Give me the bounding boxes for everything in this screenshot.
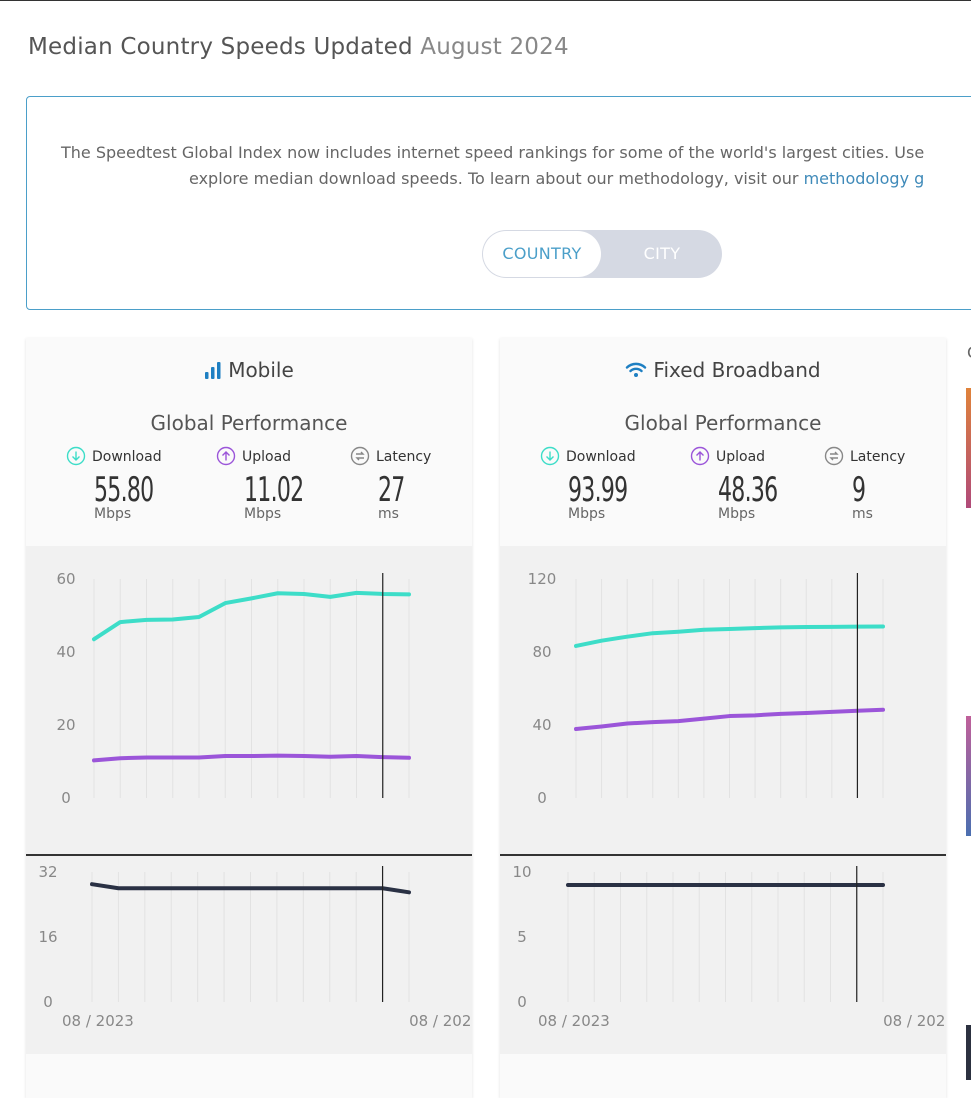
download-series-line[interactable] (92, 590, 411, 642)
mobile-chart-divider (26, 854, 472, 856)
broadband-chart-divider (500, 854, 946, 856)
mobile-latency-unit: ms (378, 506, 399, 522)
x-tick-label: 08 / 2024 (883, 1012, 946, 1030)
y-tick-label: 0 (517, 993, 527, 1011)
mobile-card-footer (26, 1054, 472, 1098)
broadband-upload-value: 48.36 (718, 470, 778, 510)
broadband-upload-unit: Mbps (718, 506, 756, 522)
y-tick-label: 80 (532, 643, 551, 661)
latency-series-line[interactable] (90, 882, 411, 895)
side-thumbnail[interactable] (966, 388, 971, 508)
mobile-card: Mobile Global Performance Download 55.80… (26, 338, 481, 1098)
broadband-title: Fixed Broadband (653, 358, 821, 382)
methodology-link[interactable]: methodology g (803, 169, 925, 188)
side-thumbnail[interactable] (966, 1025, 971, 1080)
y-tick-label: 32 (38, 863, 57, 881)
mobile-upload-label: Upload (242, 449, 292, 465)
x-tick-label: 08 / 2023 (62, 1012, 134, 1030)
broadband-download-unit: Mbps (568, 506, 606, 522)
broadband-speed-chart-area[interactable]: 0 40 80 120 (500, 546, 946, 856)
latency-icon (824, 446, 844, 466)
mobile-upload-metric: Upload 11.02 Mbps (216, 446, 356, 522)
broadband-upload-metric: Upload 48.36 Mbps (690, 446, 830, 522)
download-arrow-icon (540, 446, 560, 466)
upload-series-line[interactable] (574, 707, 885, 732)
broadband-download-metric: Download 93.99 Mbps (540, 446, 680, 522)
side-thumbnail[interactable] (966, 716, 971, 836)
upload-arrow-icon (690, 446, 710, 466)
broadband-card-header: Fixed Broadband (500, 358, 946, 382)
y-tick-label: 0 (537, 789, 547, 807)
mobile-speed-chart-area[interactable]: 0 20 40 60 (26, 546, 472, 856)
country-city-toggle[interactable]: CITY COUNTRY (482, 230, 722, 278)
top-border (0, 0, 971, 1)
broadband-upload-label-row: Upload (690, 446, 830, 466)
y-tick-label: 0 (43, 993, 53, 1011)
x-tick-label: 08 / 2023 (538, 1012, 610, 1030)
mobile-download-label-row: Download (66, 446, 206, 466)
mobile-download-unit: Mbps (94, 506, 132, 522)
upload-arrow-icon (216, 446, 236, 466)
mobile-latency-label-row: Latency (350, 446, 490, 466)
y-tick-label: 0 (61, 789, 71, 807)
page-title: Median Country Speeds Updated August 202… (28, 34, 569, 60)
broadband-download-value: 93.99 (568, 470, 628, 510)
wifi-icon (626, 362, 647, 377)
latency-icon (350, 446, 370, 466)
info-line-1: The Speedtest Global Index now includes … (61, 143, 925, 162)
y-tick-label: 40 (56, 643, 75, 661)
info-line-2-wrap: explore median download speeds. To learn… (61, 166, 971, 192)
mobile-latency-value: 27 (378, 470, 405, 510)
side-column-label: C (967, 343, 971, 362)
y-tick-label: 10 (512, 863, 531, 881)
broadband-card: Fixed Broadband Global Performance Downl… (500, 338, 955, 1098)
broadband-card-footer (500, 1054, 946, 1098)
mobile-download-label: Download (92, 449, 162, 465)
broadband-latency-unit: ms (852, 506, 873, 522)
mobile-upload-value: 11.02 (244, 470, 304, 510)
broadband-download-label-row: Download (540, 446, 680, 466)
broadband-speed-chart[interactable]: 0 40 80 120 (500, 546, 946, 856)
mobile-upload-unit: Mbps (244, 506, 282, 522)
broadband-latency-chart[interactable]: 0 5 10 08 / 2023 08 / 2024 (500, 856, 954, 1054)
toggle-city[interactable]: CITY (643, 244, 681, 263)
y-tick-label: 16 (38, 928, 57, 946)
mobile-download-metric: Download 55.80 Mbps (66, 446, 206, 522)
mobile-download-value: 55.80 (94, 470, 154, 510)
y-tick-label: 120 (528, 570, 557, 588)
y-tick-label: 5 (517, 928, 527, 946)
mobile-card-header: Mobile (26, 358, 472, 382)
y-tick-label: 20 (56, 716, 75, 734)
broadband-upload-label: Upload (716, 449, 766, 465)
broadband-latency-metric: Latency 9 ms (824, 446, 964, 522)
broadband-latency-chart-area[interactable]: 0 5 10 08 / 2023 08 / 2024 (500, 856, 955, 1054)
upload-series-line[interactable] (92, 753, 411, 763)
download-series-line[interactable] (574, 624, 885, 648)
info-line-2: explore median download speeds. To learn… (189, 169, 804, 188)
mobile-latency-chart[interactable]: 0 16 32 08 / 2023 08 / 2024 (26, 856, 480, 1054)
broadband-latency-label-row: Latency (824, 446, 964, 466)
mobile-speed-chart[interactable]: 0 20 40 60 (26, 546, 472, 856)
mobile-title: Mobile (228, 358, 294, 382)
toggle-country[interactable]: COUNTRY (483, 231, 601, 277)
download-arrow-icon (66, 446, 86, 466)
page-title-text: Median Country Speeds Updated (28, 34, 413, 60)
y-tick-label: 60 (56, 570, 75, 588)
broadband-download-label: Download (566, 449, 636, 465)
broadband-latency-label: Latency (850, 449, 906, 465)
mobile-latency-metric: Latency 27 ms (350, 446, 490, 522)
signal-bars-icon (205, 362, 221, 379)
mobile-latency-chart-area[interactable]: 0 16 32 08 / 2023 08 / 2024 (26, 856, 481, 1054)
mobile-perf-title: Global Performance (150, 411, 348, 435)
page-title-date: August 2024 (420, 34, 569, 60)
mobile-upload-label-row: Upload (216, 446, 356, 466)
broadband-perf-title: Global Performance (624, 411, 822, 435)
x-tick-label: 08 / 2024 (409, 1012, 472, 1030)
info-box: The Speedtest Global Index now includes … (26, 96, 971, 310)
y-tick-label: 40 (532, 716, 551, 734)
info-text: The Speedtest Global Index now includes … (61, 140, 971, 192)
broadband-latency-value: 9 (852, 470, 866, 510)
mobile-latency-label: Latency (376, 449, 432, 465)
